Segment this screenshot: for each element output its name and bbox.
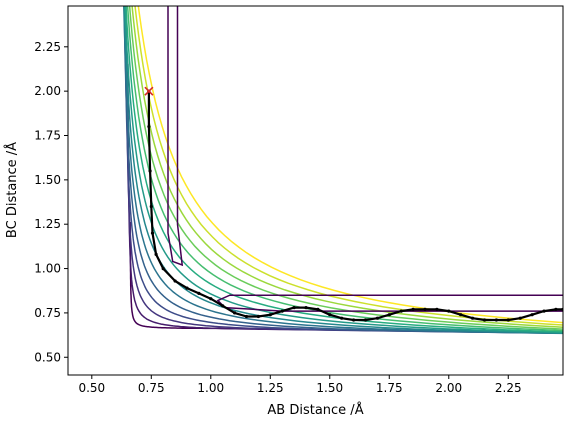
- trajectory-point: [375, 316, 379, 320]
- trajectory-point: [197, 291, 201, 295]
- trajectory-point: [280, 309, 284, 313]
- trajectory-point: [185, 286, 189, 290]
- trajectory-point: [244, 314, 249, 319]
- contour-line: [123, 6, 563, 334]
- trajectory-point: [292, 306, 296, 310]
- x-tick-label: 0.50: [78, 381, 105, 395]
- trajectory-point: [494, 318, 498, 322]
- x-tick-label: 1.75: [376, 381, 403, 395]
- y-tick-label: 1.75: [34, 129, 61, 143]
- y-tick-label: 0.75: [34, 306, 61, 320]
- trajectory-point: [530, 313, 534, 317]
- contour-line: [129, 222, 274, 330]
- trajectory-point: [423, 307, 427, 311]
- trajectory-point: [518, 316, 522, 320]
- x-tick-label: 1.00: [197, 381, 224, 395]
- trajectory-point: [161, 267, 165, 271]
- contour-line: [131, 6, 563, 328]
- trajectory-point: [447, 309, 451, 313]
- trajectory-point: [154, 252, 158, 256]
- x-tick-label: 0.75: [138, 381, 165, 395]
- y-axis-label: BC Distance /Å: [4, 142, 20, 238]
- trajectory-point: [387, 313, 391, 317]
- trajectory-point: [363, 318, 368, 322]
- trajectory-layer: [144, 86, 563, 322]
- plot-frame: [67, 5, 564, 376]
- x-axis-label: AB Distance /Å: [267, 402, 363, 418]
- contour-line: [127, 63, 486, 332]
- trajectory-line: [147, 91, 563, 322]
- start-marker: [144, 86, 154, 96]
- contour-line: [124, 6, 563, 334]
- contour-line: [124, 6, 563, 334]
- trajectory-point: [411, 307, 415, 311]
- y-tick-label: 0.50: [34, 350, 61, 364]
- contour-line: [123, 6, 563, 335]
- trajectory-point: [352, 318, 356, 322]
- trajectory-point: [148, 169, 152, 173]
- trajectory-point: [304, 306, 308, 310]
- y-tick-label: 1.50: [34, 173, 61, 187]
- y-tick-label: 1.00: [34, 262, 61, 276]
- contour-lines: [123, 6, 563, 335]
- trajectory-point: [233, 311, 237, 315]
- trajectory-point: [147, 125, 151, 129]
- trajectory-point: [221, 304, 225, 308]
- trajectory-point: [149, 204, 153, 209]
- trajectory-point: [268, 313, 272, 317]
- trajectory-point: [459, 313, 463, 317]
- trajectory-point: [471, 316, 475, 320]
- trajectory-point: [328, 313, 332, 317]
- trajectory-point: [399, 309, 403, 313]
- contour-line: [134, 6, 563, 326]
- x-tick-label: 1.50: [316, 381, 343, 395]
- y-axis-ticks: 0.50 0.75 1.00 1.25 1.50 1.75 2.00 2.25: [34, 40, 68, 364]
- x-tick-label: 2.00: [435, 381, 462, 395]
- trajectory-point: [173, 279, 177, 283]
- contour-line: [137, 6, 563, 324]
- trajectory-point: [209, 297, 213, 301]
- contour-line: [126, 6, 563, 332]
- trajectory-point: [256, 314, 260, 319]
- trajectory-point: [150, 231, 155, 235]
- trajectory-point: [506, 318, 510, 322]
- trajectory-point: [482, 318, 487, 322]
- trajectory-point: [435, 307, 439, 311]
- trajectory-point: [340, 316, 344, 320]
- y-tick-label: 2.00: [34, 84, 61, 98]
- trajectory-point: [542, 309, 546, 313]
- x-tick-label: 1.25: [257, 381, 284, 395]
- contour-line: [167, 6, 184, 267]
- y-tick-label: 2.25: [34, 40, 61, 54]
- trajectory-point: [316, 307, 320, 311]
- trajectory-point: [554, 307, 558, 311]
- contour-line: [125, 6, 563, 333]
- y-tick-label: 1.25: [34, 217, 61, 231]
- contour-line: [123, 6, 563, 334]
- x-tick-label: 2.25: [495, 381, 522, 395]
- x-axis-ticks: 0.50 0.75 1.00 1.25 1.50 1.75 2.00 2.25: [78, 375, 522, 395]
- contour-line: [128, 6, 563, 330]
